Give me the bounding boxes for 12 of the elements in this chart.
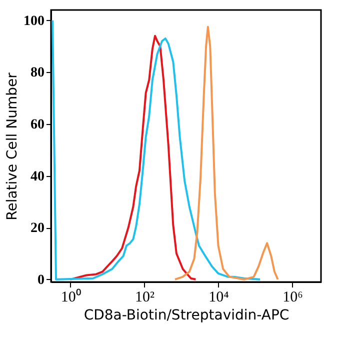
x-tick-label: 10⁴ xyxy=(208,290,229,306)
y-tick-label: 20 xyxy=(30,221,44,236)
y-tick-label: 80 xyxy=(30,66,44,81)
y-tick-label: 100 xyxy=(24,14,44,29)
y-tick-label: 60 xyxy=(30,117,44,132)
x-axis-title: CD8a-Biotin/Streptavidin-APC xyxy=(84,308,290,324)
y-tick-label: 0 xyxy=(38,272,44,288)
y-tick-label: 40 xyxy=(30,169,44,184)
x-tick-label: 10⁶ xyxy=(282,290,303,306)
y-axis-title: Relative Cell Number xyxy=(4,72,20,220)
x-tick-label: 10⁰ xyxy=(60,288,81,306)
x-tick-label: 10² xyxy=(135,290,156,306)
